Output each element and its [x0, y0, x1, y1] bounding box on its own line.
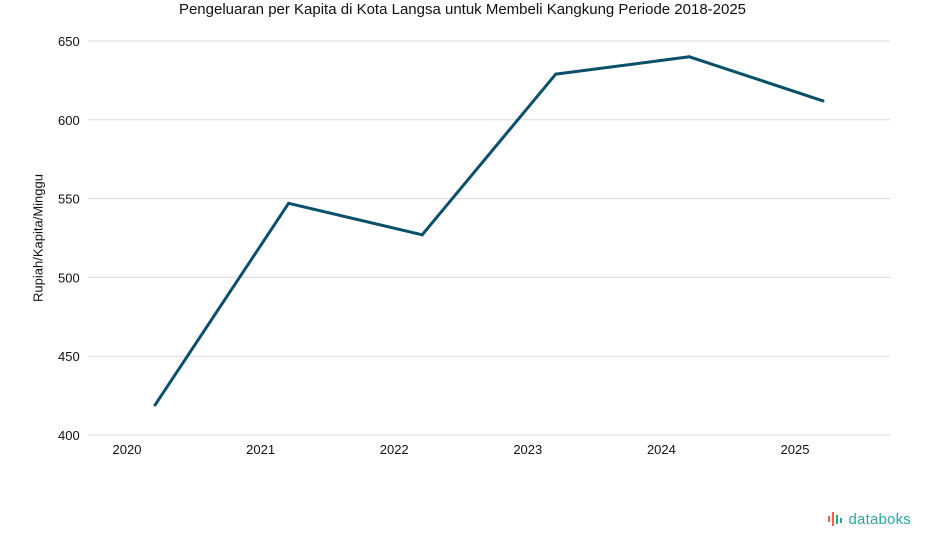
y-tick-label: 450: [58, 349, 80, 364]
series-line: [153, 55, 824, 406]
x-tick-label: 2022: [380, 442, 409, 457]
x-tick-label: 2020: [113, 442, 142, 457]
y-tick-label: 650: [58, 34, 80, 49]
y-axis-ticks: 400 450 500 550 600 650: [58, 34, 80, 443]
x-tick-label: 2024: [647, 442, 676, 457]
data-point: [687, 55, 691, 59]
y-tick-label: 600: [58, 113, 80, 128]
series-layer: [153, 55, 825, 407]
brand-name: databoks: [848, 510, 911, 528]
y-tick-label: 550: [58, 192, 80, 207]
data-point: [287, 201, 291, 205]
data-point: [554, 72, 558, 76]
x-tick-label: 2025: [781, 442, 810, 457]
data-point: [420, 233, 424, 237]
x-tick-label: 2021: [246, 442, 275, 457]
data-point: [821, 99, 825, 103]
databoks-brand: databoks: [827, 510, 911, 528]
gridlines: [88, 40, 890, 436]
x-tick-label: 2023: [513, 442, 542, 457]
y-tick-label: 400: [58, 428, 80, 443]
data-point: [153, 403, 157, 407]
y-tick-label: 500: [58, 270, 80, 285]
databoks-logo-icon: [827, 512, 842, 526]
chart-title: Pengeluaran per Kapita di Kota Langsa un…: [178, 1, 747, 18]
x-axis-ticks: 2020 2021 2022 2023 2024 2025: [113, 442, 810, 457]
